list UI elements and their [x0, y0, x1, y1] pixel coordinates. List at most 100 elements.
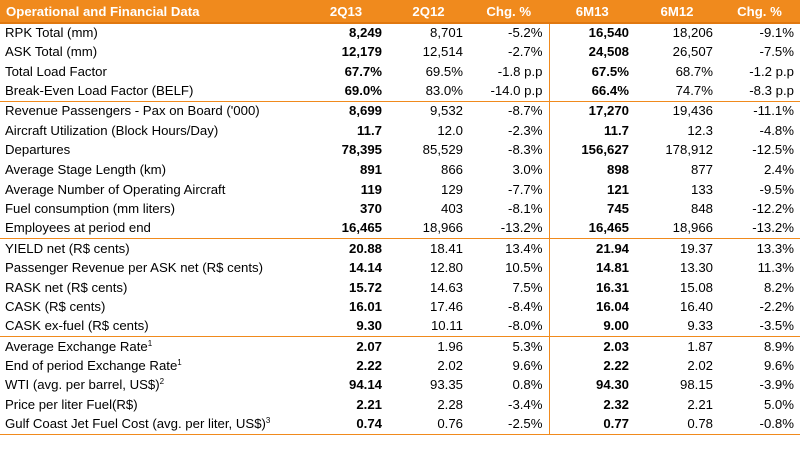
row-label: RASK net (R$ cents)	[0, 278, 304, 298]
value-2q12: 403	[440, 201, 463, 217]
row-label-text: Average Number of Operating Aircraft	[5, 181, 226, 197]
value-6m13: 156,627	[581, 142, 629, 158]
value-chg-quarter: -7.7%	[469, 179, 550, 200]
value-chg-quarter: -8.3%	[469, 140, 550, 161]
value-chg-quarter: -8.4%	[469, 297, 550, 317]
value-6m13: 24,508	[588, 44, 629, 60]
value-2q12: 83.0%	[425, 83, 463, 99]
value-6m13: 2.32	[603, 397, 629, 413]
row-label: Revenue Passengers - Pax on Board ('000)	[0, 100, 304, 121]
value-2q13: 2.07	[304, 336, 388, 357]
value-2q13: 9.30	[356, 318, 382, 334]
value-6m12: 133	[690, 181, 713, 197]
value-6m12: 74.7%	[675, 83, 713, 99]
value-chg-semester: -2.2%	[759, 299, 794, 315]
value-6m13: 14.81	[595, 259, 629, 275]
value-2q13: 94.14	[348, 377, 382, 393]
value-6m12: 2.21	[687, 397, 713, 413]
table-row: YIELD net (R$ cents) 20.88 18.41 13.4% 21.94…	[0, 238, 800, 259]
value-2q13: 8,699	[304, 100, 388, 121]
row-label-text: Fuel consumption (mm liters)	[5, 201, 176, 217]
value-chg-semester: -8.3 p.p	[749, 83, 794, 99]
value-2q12: 9,532	[388, 100, 469, 121]
value-6m13: 16.04	[595, 299, 629, 315]
value-6m13: 2.22	[603, 357, 629, 373]
value-2q13: 8,249	[348, 25, 382, 41]
value-2q13: 78,395	[341, 142, 382, 158]
table-row: CASK (R$ cents) 16.01 17.46 -8.4% 16.04 16.40…	[0, 297, 800, 317]
footnote-marker: 1	[177, 357, 182, 367]
value-6m12: 15.08	[679, 279, 713, 295]
table-row: Average Stage Length (km) 891 866 3.0% 898 87…	[0, 160, 800, 180]
value-6m12: 877	[690, 161, 713, 177]
value-6m12: 68.7%	[675, 63, 713, 79]
value-6m13: 11.7	[604, 122, 629, 138]
value-6m12: 18,966	[672, 220, 713, 236]
value-2q13: 16,465	[341, 220, 382, 236]
value-2q13: 67.7%	[344, 63, 382, 79]
table-row: Passenger Revenue per ASK net (R$ cents)…	[0, 258, 800, 278]
value-2q13: 16.01	[348, 299, 382, 315]
row-label-text: Total Load Factor	[5, 63, 107, 79]
row-label-text: Average Stage Length (km)	[5, 161, 167, 177]
value-chg-quarter: 13.4%	[469, 238, 550, 259]
value-6m13: 745	[606, 201, 629, 217]
footnote-marker: 2	[159, 377, 165, 387]
value-6m13: 16,465	[588, 220, 629, 236]
value-6m12: 26,507	[672, 44, 713, 60]
row-label: Aircraft Utilization (Block Hours/Day)	[0, 121, 304, 141]
value-chg-quarter: -13.2%	[469, 218, 550, 239]
row-label-text: Departures	[5, 142, 71, 158]
value-2q12: 12.80	[429, 259, 463, 275]
value-2q13: 20.88	[304, 238, 388, 259]
value-chg-semester: -12.5%	[752, 142, 794, 158]
header-6m13: 6M13	[549, 0, 635, 24]
value-chg-quarter: 10.5%	[469, 258, 550, 278]
row-label-text: Gulf Coast Jet Fuel Cost (avg. per liter…	[5, 416, 266, 432]
table-row: Average Exchange Rate1 2.07 1.96 5.3% 2.03 1.…	[0, 336, 800, 357]
row-label-text: WTI (avg. per barrel, US$)	[5, 377, 160, 393]
row-label: Average Stage Length (km)	[0, 160, 304, 180]
value-chg-semester: -3.5%	[759, 318, 794, 334]
value-6m12: 12.3	[687, 122, 713, 138]
value-6m13: 2.03	[549, 336, 635, 357]
value-2q12: 12,514	[422, 44, 463, 60]
row-label: Fuel consumption (mm liters)	[0, 199, 304, 219]
table-row: Departures 78,395 85,529 -8.3% 156,627 178,91…	[0, 140, 800, 161]
value-6m13: 121	[606, 181, 629, 197]
value-chg-quarter: 0.8%	[469, 375, 550, 396]
value-6m12: 1.87	[635, 336, 719, 357]
value-chg-semester: 9.6%	[763, 357, 794, 373]
table-row: Aircraft Utilization (Block Hours/Day) 11…	[0, 120, 800, 141]
table-row: Employees at period end 16,465 18,966 -13.2…	[0, 218, 800, 239]
row-label: Passenger Revenue per ASK net (R$ cents)	[0, 258, 304, 278]
value-chg-semester: 5.0%	[763, 397, 794, 413]
row-label: Break-Even Load Factor (BELF)	[0, 82, 304, 102]
row-label: End of period Exchange Rate1	[0, 356, 304, 376]
row-label-text: RPK Total (mm)	[5, 25, 98, 41]
row-label: CASK (R$ cents)	[0, 297, 304, 317]
value-2q12: 2.28	[437, 397, 463, 413]
value-chg-semester: -3.9%	[759, 377, 794, 393]
value-6m12: 0.78	[635, 414, 719, 435]
value-chg-semester: -1.2 p.p	[749, 63, 794, 79]
value-chg-semester: 8.9%	[719, 336, 800, 357]
value-2q13: 69.0%	[344, 83, 382, 99]
table-row: ASK Total (mm) 12,179 12,514 -2.7% 24,508 26,…	[0, 42, 800, 63]
value-chg-quarter: -8.0%	[469, 316, 550, 337]
table-row: RPK Total (mm) 8,249 8,701 -5.2% 16,540 18,20…	[0, 23, 800, 43]
header-2q13: 2Q13	[304, 0, 388, 24]
value-2q12: 129	[440, 181, 463, 197]
row-label-text: Average Exchange Rate	[5, 338, 148, 354]
value-6m12: 19.37	[635, 238, 719, 259]
value-6m12: 19,436	[635, 100, 719, 121]
row-label-text: CASK ex-fuel (R$ cents)	[5, 318, 149, 334]
value-chg-semester: 2.4%	[763, 161, 794, 177]
table-row: End of period Exchange Rate1 2.22 2.02 9.6%…	[0, 356, 800, 376]
value-6m13: 21.94	[549, 238, 635, 259]
table-row: CASK ex-fuel (R$ cents) 9.30 10.11 -8.0% 9.0…	[0, 316, 800, 337]
footnote-marker: 1	[147, 338, 153, 348]
row-label-text: Revenue Passengers - Pax on Board ('000)	[5, 103, 260, 119]
value-chg-quarter: -5.2%	[469, 23, 550, 43]
value-chg-semester: -7.5%	[759, 44, 794, 60]
